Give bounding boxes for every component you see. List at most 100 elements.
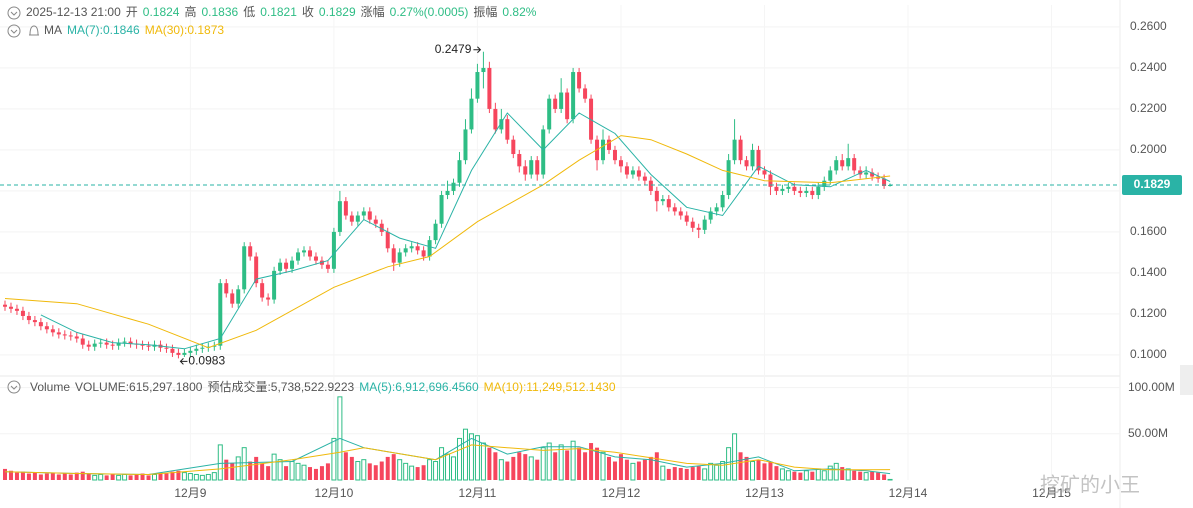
volume-bar bbox=[768, 461, 773, 480]
candle-body bbox=[68, 335, 73, 337]
candle-body bbox=[146, 345, 151, 347]
candle-body bbox=[762, 170, 767, 175]
collapse-icon[interactable] bbox=[7, 6, 21, 20]
volume-bar bbox=[762, 463, 767, 480]
volume-bar bbox=[474, 435, 480, 481]
volume-bar bbox=[684, 468, 689, 480]
candle-body bbox=[188, 350, 193, 353]
volume-bar bbox=[565, 450, 570, 480]
volume-bar bbox=[427, 459, 433, 481]
label: 低 bbox=[243, 5, 255, 19]
scroll-handle[interactable] bbox=[1180, 365, 1193, 395]
candle-body bbox=[349, 215, 354, 222]
volume-bar bbox=[260, 463, 265, 480]
y-tick-label: 0.2600 bbox=[1130, 19, 1167, 33]
volume-bar bbox=[785, 470, 791, 481]
legend-item: MA(10):11,249,512.1430 bbox=[484, 380, 616, 394]
value: 0.82% bbox=[502, 5, 536, 19]
candle-body bbox=[678, 211, 683, 216]
volume-bar bbox=[546, 442, 552, 481]
y-tick-label: 0.2400 bbox=[1130, 60, 1167, 74]
candle-body bbox=[511, 139, 516, 155]
candle-body bbox=[786, 186, 791, 189]
collapse-icon[interactable] bbox=[7, 24, 21, 38]
candle-body bbox=[648, 180, 653, 191]
candle-body bbox=[44, 326, 49, 330]
volume-bar bbox=[702, 468, 708, 481]
candle-body bbox=[313, 256, 318, 261]
volume-bar bbox=[678, 467, 683, 480]
y-tick-label: 0.2000 bbox=[1130, 142, 1167, 156]
candle-body bbox=[230, 293, 235, 304]
volume-bar bbox=[708, 462, 714, 481]
label: 涨幅 bbox=[361, 4, 385, 19]
volume-bar bbox=[535, 459, 540, 480]
volume-bar bbox=[887, 478, 893, 481]
bell-icon[interactable] bbox=[29, 25, 39, 36]
x-tick-label: 12月14 bbox=[889, 486, 928, 500]
candle-body bbox=[612, 149, 617, 161]
volume-bar bbox=[241, 447, 247, 481]
volume-bar bbox=[421, 465, 426, 480]
volume-bar bbox=[517, 452, 522, 480]
candle-body bbox=[834, 160, 839, 171]
volume-bar bbox=[110, 474, 115, 480]
candle-body bbox=[62, 334, 67, 336]
candle-body bbox=[212, 345, 217, 347]
volume-bar bbox=[50, 472, 55, 480]
volume-bar bbox=[660, 465, 666, 481]
candle-body bbox=[702, 219, 707, 230]
volume-bar bbox=[56, 474, 61, 480]
candle-body bbox=[110, 344, 115, 346]
volume-bar bbox=[882, 474, 887, 480]
volume-bar bbox=[397, 459, 403, 481]
volume-bar bbox=[319, 466, 324, 480]
candle-body bbox=[618, 160, 623, 167]
volume-bar bbox=[456, 437, 462, 481]
candle-body bbox=[182, 352, 187, 355]
candle-body bbox=[122, 341, 127, 343]
candle-body bbox=[481, 67, 486, 73]
volume-bar bbox=[540, 447, 546, 481]
volume-bar bbox=[403, 462, 409, 481]
volume-bar bbox=[498, 459, 504, 481]
candle-body bbox=[744, 160, 749, 167]
volume-bar bbox=[176, 470, 181, 480]
candle-body bbox=[373, 219, 378, 224]
candle-body bbox=[290, 260, 295, 269]
volume-bar bbox=[792, 471, 797, 480]
volume-bar bbox=[720, 461, 726, 481]
volume-bar bbox=[409, 465, 415, 481]
volume-bar bbox=[577, 447, 582, 480]
legend-item: MA(30):0.1873 bbox=[145, 23, 225, 37]
candle-body bbox=[541, 129, 546, 175]
y-tick-label: 0.1000 bbox=[1130, 347, 1167, 361]
value: 0.1824 bbox=[143, 5, 180, 19]
volume-bar bbox=[840, 467, 845, 480]
candle-body bbox=[463, 129, 468, 161]
y-tick-label: 0.1200 bbox=[1130, 306, 1167, 320]
collapse-icon[interactable] bbox=[7, 380, 21, 394]
candle-body bbox=[116, 342, 121, 346]
volume-bar bbox=[199, 474, 205, 481]
ma-line bbox=[4, 437, 891, 476]
candle-body bbox=[523, 166, 528, 175]
volume-bar bbox=[217, 444, 223, 481]
candle-body bbox=[451, 182, 456, 191]
candle-body bbox=[194, 348, 199, 351]
volume-bar bbox=[468, 433, 474, 481]
volume-bar bbox=[415, 467, 420, 480]
candle-body bbox=[816, 186, 821, 196]
volume-bar bbox=[714, 464, 720, 481]
candle-body bbox=[32, 320, 37, 323]
value: 0.1829 bbox=[319, 5, 356, 19]
candle-body bbox=[828, 170, 833, 181]
candle-body bbox=[774, 186, 779, 191]
candle-body bbox=[487, 67, 492, 109]
volume-bar bbox=[798, 472, 803, 480]
volume-bar bbox=[666, 468, 671, 480]
candle-body bbox=[98, 342, 103, 344]
candle-body bbox=[14, 308, 19, 311]
x-tick-label: 12月12 bbox=[602, 486, 641, 500]
